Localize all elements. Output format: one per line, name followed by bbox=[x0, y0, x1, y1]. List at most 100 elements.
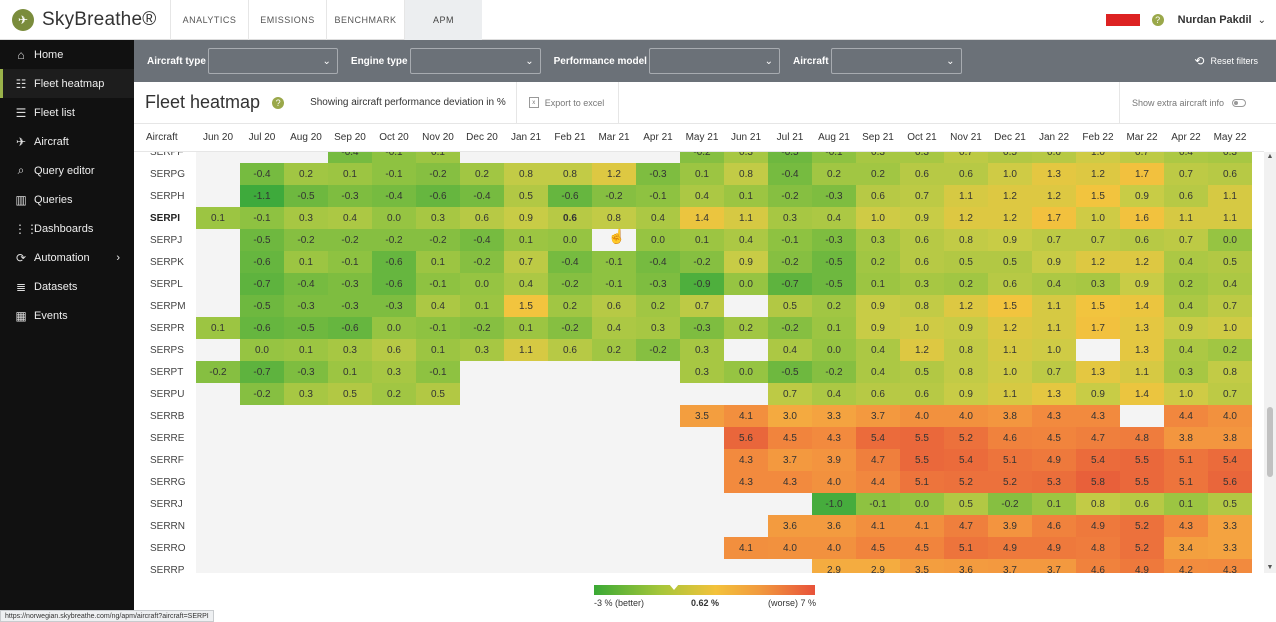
sidebar-item-events[interactable]: ▦ Events bbox=[0, 301, 134, 330]
heatmap-cell[interactable]: 1.1 bbox=[1208, 185, 1252, 207]
month-header-cell[interactable]: Dec 21 bbox=[994, 132, 1026, 143]
heatmap-cell[interactable]: 0.2 bbox=[812, 295, 856, 317]
help-icon[interactable]: ? bbox=[1151, 14, 1164, 26]
tab-analytics[interactable]: ANALYTICS bbox=[170, 0, 248, 40]
heatmap-cell[interactable]: -0.2 bbox=[768, 185, 812, 207]
heatmap-cell[interactable]: 4.0 bbox=[812, 471, 856, 493]
heatmap-cell[interactable]: 0.3 bbox=[1076, 273, 1120, 295]
heatmap-cell[interactable] bbox=[592, 537, 636, 559]
heatmap-cell[interactable] bbox=[416, 493, 460, 515]
heatmap-cell[interactable] bbox=[548, 515, 592, 537]
heatmap-cell[interactable]: -0.3 bbox=[328, 295, 372, 317]
heatmap-cell[interactable]: 1.7 bbox=[1032, 207, 1076, 229]
heatmap-cell[interactable]: 0.6 bbox=[1120, 229, 1164, 251]
month-header-cell[interactable]: Mar 22 bbox=[1126, 132, 1158, 143]
heatmap-cell[interactable]: -0.7 bbox=[240, 361, 284, 383]
heatmap-cell[interactable] bbox=[240, 449, 284, 471]
heatmap-cell[interactable]: 0.3 bbox=[372, 361, 416, 383]
heatmap-cell[interactable]: 0.4 bbox=[680, 185, 724, 207]
heatmap-cell[interactable]: 4.1 bbox=[856, 515, 900, 537]
heatmap-cell[interactable]: 0.2 bbox=[856, 251, 900, 273]
heatmap-cell[interactable] bbox=[680, 493, 724, 515]
heatmap-cell[interactable]: 0.9 bbox=[1076, 383, 1120, 405]
heatmap-cell[interactable] bbox=[592, 427, 636, 449]
heatmap-cell[interactable]: 0.3 bbox=[768, 207, 812, 229]
heatmap-cell[interactable]: 0.1 bbox=[680, 229, 724, 251]
heatmap-cell[interactable]: 0.3 bbox=[900, 273, 944, 295]
heatmap-cell[interactable]: 3.9 bbox=[988, 515, 1032, 537]
heatmap-cell[interactable]: 5.1 bbox=[1164, 449, 1208, 471]
heatmap-cell[interactable]: -0.6 bbox=[372, 251, 416, 273]
month-header-cell[interactable]: Oct 21 bbox=[907, 132, 937, 143]
month-header-cell[interactable]: Feb 22 bbox=[1082, 132, 1114, 143]
heatmap-cell[interactable]: 0.7 bbox=[504, 251, 548, 273]
heatmap-cell[interactable] bbox=[592, 229, 636, 251]
heatmap-cell[interactable]: 4.6 bbox=[1032, 515, 1076, 537]
heatmap-cell[interactable]: 0.6 bbox=[1208, 163, 1252, 185]
heatmap-cell[interactable] bbox=[504, 537, 548, 559]
heatmap-cell[interactable] bbox=[372, 405, 416, 427]
heatmap-cell[interactable] bbox=[328, 471, 372, 493]
heatmap-cell[interactable] bbox=[196, 427, 240, 449]
heatmap-cell[interactable]: -0.5 bbox=[240, 295, 284, 317]
aircraft-label[interactable]: SERPT bbox=[134, 361, 196, 383]
heatmap-cell[interactable]: 0.9 bbox=[1120, 185, 1164, 207]
heatmap-cell[interactable]: 3.9 bbox=[812, 449, 856, 471]
aircraft-column-header[interactable]: Aircraft bbox=[146, 132, 178, 143]
heatmap-cell[interactable] bbox=[196, 449, 240, 471]
heatmap-cell[interactable] bbox=[504, 361, 548, 383]
aircraft-select[interactable]: ⌄ bbox=[830, 48, 962, 74]
heatmap-cell[interactable]: 0.4 bbox=[724, 229, 768, 251]
heatmap-cell[interactable]: -0.3 bbox=[328, 273, 372, 295]
heatmap-cell[interactable]: 0.3 bbox=[856, 229, 900, 251]
heatmap-cell[interactable]: 0.5 bbox=[504, 185, 548, 207]
heatmap-cell[interactable]: -0.2 bbox=[460, 317, 504, 339]
heatmap-cell[interactable] bbox=[196, 251, 240, 273]
heatmap-cell[interactable]: 1.0 bbox=[1164, 383, 1208, 405]
heatmap-cell[interactable] bbox=[328, 405, 372, 427]
heatmap-cell[interactable]: 1.1 bbox=[988, 339, 1032, 361]
heatmap-cell[interactable]: 4.3 bbox=[812, 427, 856, 449]
heatmap-cell[interactable]: -0.6 bbox=[372, 273, 416, 295]
scroll-up-icon[interactable]: ▲ bbox=[1266, 153, 1274, 160]
heatmap-cell[interactable] bbox=[724, 559, 768, 573]
heatmap-cell[interactable]: 0.6 bbox=[592, 295, 636, 317]
month-header-cell[interactable]: Nov 21 bbox=[950, 132, 982, 143]
heatmap-cell[interactable] bbox=[416, 405, 460, 427]
heatmap-cell[interactable]: 0.0 bbox=[372, 317, 416, 339]
tab-emissions[interactable]: EMISSIONS bbox=[248, 0, 326, 40]
heatmap-cell[interactable]: 4.5 bbox=[856, 537, 900, 559]
heatmap-cell[interactable]: -0.2 bbox=[416, 163, 460, 185]
export-excel-button[interactable]: x Export to excel bbox=[528, 81, 620, 124]
heatmap-cell[interactable]: 4.0 bbox=[812, 537, 856, 559]
heatmap-cell[interactable]: 0.4 bbox=[592, 317, 636, 339]
heatmap-cell[interactable]: 4.0 bbox=[900, 405, 944, 427]
heatmap-cell[interactable] bbox=[680, 515, 724, 537]
extra-info-toggle[interactable] bbox=[1232, 99, 1246, 107]
heatmap-cell[interactable]: 0.1 bbox=[196, 207, 240, 229]
heatmap-cell[interactable]: 0.5 bbox=[900, 361, 944, 383]
heatmap-cell[interactable]: 0.7 bbox=[1032, 229, 1076, 251]
heatmap-cell[interactable] bbox=[416, 537, 460, 559]
aircraft-label[interactable]: SERPJ bbox=[134, 229, 196, 251]
heatmap-cell[interactable]: -0.6 bbox=[240, 251, 284, 273]
heatmap-cell[interactable] bbox=[504, 493, 548, 515]
heatmap-cell[interactable]: 0.9 bbox=[944, 317, 988, 339]
heatmap-cell[interactable] bbox=[504, 449, 548, 471]
heatmap-cell[interactable]: 0.0 bbox=[1208, 229, 1252, 251]
heatmap-cell[interactable]: -0.1 bbox=[416, 361, 460, 383]
heatmap-cell[interactable]: -0.2 bbox=[548, 273, 592, 295]
heatmap-cell[interactable] bbox=[548, 405, 592, 427]
heatmap-cell[interactable]: -0.2 bbox=[768, 251, 812, 273]
heatmap-cell[interactable]: -0.3 bbox=[372, 295, 416, 317]
heatmap-cell[interactable]: 1.3 bbox=[1032, 383, 1076, 405]
heatmap-cell[interactable]: 1.2 bbox=[944, 207, 988, 229]
heatmap-cell[interactable] bbox=[196, 339, 240, 361]
heatmap-cell[interactable]: -0.2 bbox=[328, 229, 372, 251]
heatmap-cell[interactable]: 1.2 bbox=[988, 207, 1032, 229]
heatmap-cell[interactable]: -0.1 bbox=[240, 207, 284, 229]
heatmap-cell[interactable]: 0.3 bbox=[460, 339, 504, 361]
month-header-cell[interactable]: Apr 22 bbox=[1171, 132, 1201, 143]
heatmap-cell[interactable] bbox=[372, 449, 416, 471]
heatmap-cell[interactable]: 5.2 bbox=[944, 427, 988, 449]
